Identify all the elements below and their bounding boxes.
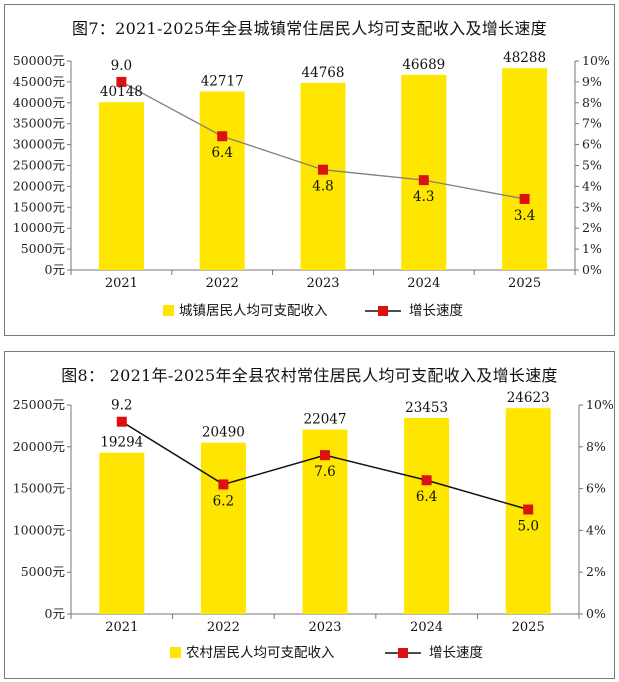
chart-2-y2-tick-label: 10% — [586, 397, 614, 412]
chart-2-legend-marker-swatch — [398, 648, 408, 658]
chart-1-legend-bar-swatch — [163, 305, 174, 316]
chart-1-y2-tick-label: 1% — [582, 241, 602, 256]
chart-2-category-label: 2023 — [308, 620, 341, 635]
chart-1-y-tick-label: 20000元 — [13, 178, 65, 193]
chart-2-legend-bar-swatch — [170, 647, 181, 658]
chart-1-category-label: 2024 — [407, 276, 440, 291]
chart-2-bar-value-label: 22047 — [304, 412, 347, 428]
chart-panel-1: 图7：2021-2025年全县城镇常住居民人均可支配收入及增长速度 0元 5000… — [4, 4, 615, 336]
chart-2-bar-value-label: 19294 — [100, 435, 143, 451]
chart-1-growth-marker — [217, 131, 228, 142]
chart-1-category-label: 2022 — [206, 276, 239, 291]
chart-1-y-tick-label: 10000元 — [13, 220, 65, 235]
chart-2-bar — [200, 442, 246, 614]
chart-1-y-tick-label: 45000元 — [13, 74, 65, 89]
chart-2-growth-value-label: 5.0 — [517, 519, 538, 535]
chart-2-growth-value-label: 6.4 — [416, 489, 437, 505]
chart-1-bar — [98, 102, 144, 270]
chart-1-y2-tick-label: 2% — [582, 220, 602, 235]
chart-1-bar — [300, 82, 346, 271]
chart-2-growth-marker — [523, 504, 534, 515]
chart-1-y2-tick-label: 0% — [582, 262, 602, 277]
chart-2-category-label: 2021 — [105, 620, 138, 635]
chart-1-y-tick-label: 5000元 — [21, 241, 65, 256]
chart-1-bar — [502, 68, 548, 270]
chart-1-y-tick-label: 30000元 — [13, 137, 65, 152]
chart-1-y2-tick-label: 10% — [582, 53, 610, 68]
chart-1-legend-line-label: 增长速度 — [409, 303, 463, 319]
chart-1-svg: 0元 5000元 10000元 15000元 20000元 25000元 30000元 350… — [13, 50, 610, 319]
chart-1-y-tick-label: 15000元 — [13, 199, 65, 214]
chart-1-growth-value-label: 4.8 — [312, 179, 333, 195]
chart-1-bar-value-label: 46689 — [402, 57, 445, 73]
chart-2-svg: 0元 5000元 10000元 15000元 20000元 25000元 0% 2% 4% 6% 8… — [13, 390, 614, 661]
chart-2-category-label: 2025 — [512, 620, 545, 635]
chart-2-growth-marker — [218, 479, 229, 490]
chart-2-growth-value-label: 7.6 — [314, 464, 335, 480]
chart-1-category-label: 2025 — [508, 276, 541, 291]
chart-1-y2-tick-label: 6% — [582, 137, 602, 152]
chart-2-category-label: 2022 — [207, 620, 240, 635]
chart-1-y2-tick-label: 7% — [582, 116, 602, 131]
chart-2-bar-value-label: 20490 — [202, 425, 245, 441]
chart-1-bar — [401, 74, 447, 270]
chart-2-category-label: 2024 — [410, 620, 443, 635]
chart-2-growth-marker — [116, 416, 127, 427]
chart-2-growth-marker — [421, 475, 432, 486]
chart-2-y2-tick-label: 4% — [586, 522, 606, 537]
chart-2-y2-tick-label: 2% — [586, 564, 606, 579]
chart-2-y2-tick-label: 6% — [586, 481, 606, 496]
chart-1-category-label: 2021 — [105, 276, 138, 291]
chart-title-2: 图8： 2021年-2025年全县农村常住居民人均可支配收入及增长速度 — [61, 366, 558, 385]
chart-1-bar-value-label: 42717 — [201, 73, 244, 89]
chart-1-bar-value-label: 44768 — [302, 65, 345, 81]
chart-2-y2-tick-label: 8% — [586, 439, 606, 454]
chart-1-growth-marker — [519, 193, 530, 204]
chart-1-y-tick-label: 50000元 — [13, 53, 65, 68]
chart-2-bar-value-label: 24623 — [507, 390, 550, 406]
chart-2-y-tick-label: 10000元 — [13, 522, 65, 537]
chart-1-legend-marker-swatch — [378, 306, 388, 316]
chart-1-y2-tick-label: 4% — [582, 178, 602, 193]
chart-1-y-tick-label: 35000元 — [13, 116, 65, 131]
chart-2-growth-marker — [320, 450, 330, 461]
chart-1-y2-tick-label: 5% — [582, 158, 602, 173]
chart-2-y-tick-label: 20000元 — [13, 439, 65, 454]
chart-2-legend-line-label: 增长速度 — [429, 645, 483, 661]
chart-1-growth-value-label: 9.0 — [111, 58, 132, 74]
chart-title-1: 图7：2021-2025年全县城镇常住居民人均可支配收入及增长速度 — [72, 19, 547, 38]
chart-1-y2-tick-label: 3% — [582, 199, 602, 214]
chart-2-y-tick-label: 0元 — [45, 606, 65, 621]
chart-1-y2-tick-label: 8% — [582, 95, 602, 110]
chart-1-growth-marker — [418, 175, 429, 186]
chart-2-y-tick-label: 15000元 — [13, 481, 65, 496]
chart-2-y-tick-label: 5000元 — [21, 564, 65, 579]
chart-panel-2: 图8： 2021年-2025年全县农村常住居民人均可支配收入及增长速度 0元 50… — [4, 351, 615, 679]
chart-1-growth-value-label: 6.4 — [211, 145, 232, 161]
chart-2-bar — [404, 417, 450, 614]
chart-2-legend-bar-label: 农村居民人均可支配收入 — [186, 645, 335, 661]
chart-1-growth-marker — [318, 164, 328, 175]
chart-1-category-label: 2023 — [306, 276, 339, 291]
chart-1-bar — [199, 91, 245, 271]
chart-2-y2-tick-label: 0% — [586, 606, 606, 621]
chart-1-growth-marker — [116, 76, 127, 87]
chart-2-bar-value-label: 23453 — [405, 400, 448, 416]
chart-1-y-tick-label: 25000元 — [13, 158, 65, 173]
chart-1-legend-bar-label: 城镇居民人均可支配收入 — [179, 303, 328, 319]
chart-2-y-tick-label: 25000元 — [13, 397, 65, 412]
chart-1-y2-tick-label: 9% — [582, 74, 602, 89]
chart-2-growth-value-label: 9.2 — [111, 398, 132, 414]
chart-1-y-tick-label: 40000元 — [13, 95, 65, 110]
chart-2-bar — [99, 452, 145, 614]
chart-1-growth-value-label: 3.4 — [514, 208, 535, 224]
chart-1-growth-value-label: 4.3 — [413, 189, 434, 205]
chart-1-bar-value-label: 40148 — [100, 84, 143, 100]
chart-1-bar-value-label: 48288 — [503, 50, 546, 66]
chart-2-growth-value-label: 6.2 — [213, 493, 234, 509]
chart-1-y-tick-label: 0元 — [45, 262, 65, 277]
chart-2-bar — [302, 429, 348, 614]
